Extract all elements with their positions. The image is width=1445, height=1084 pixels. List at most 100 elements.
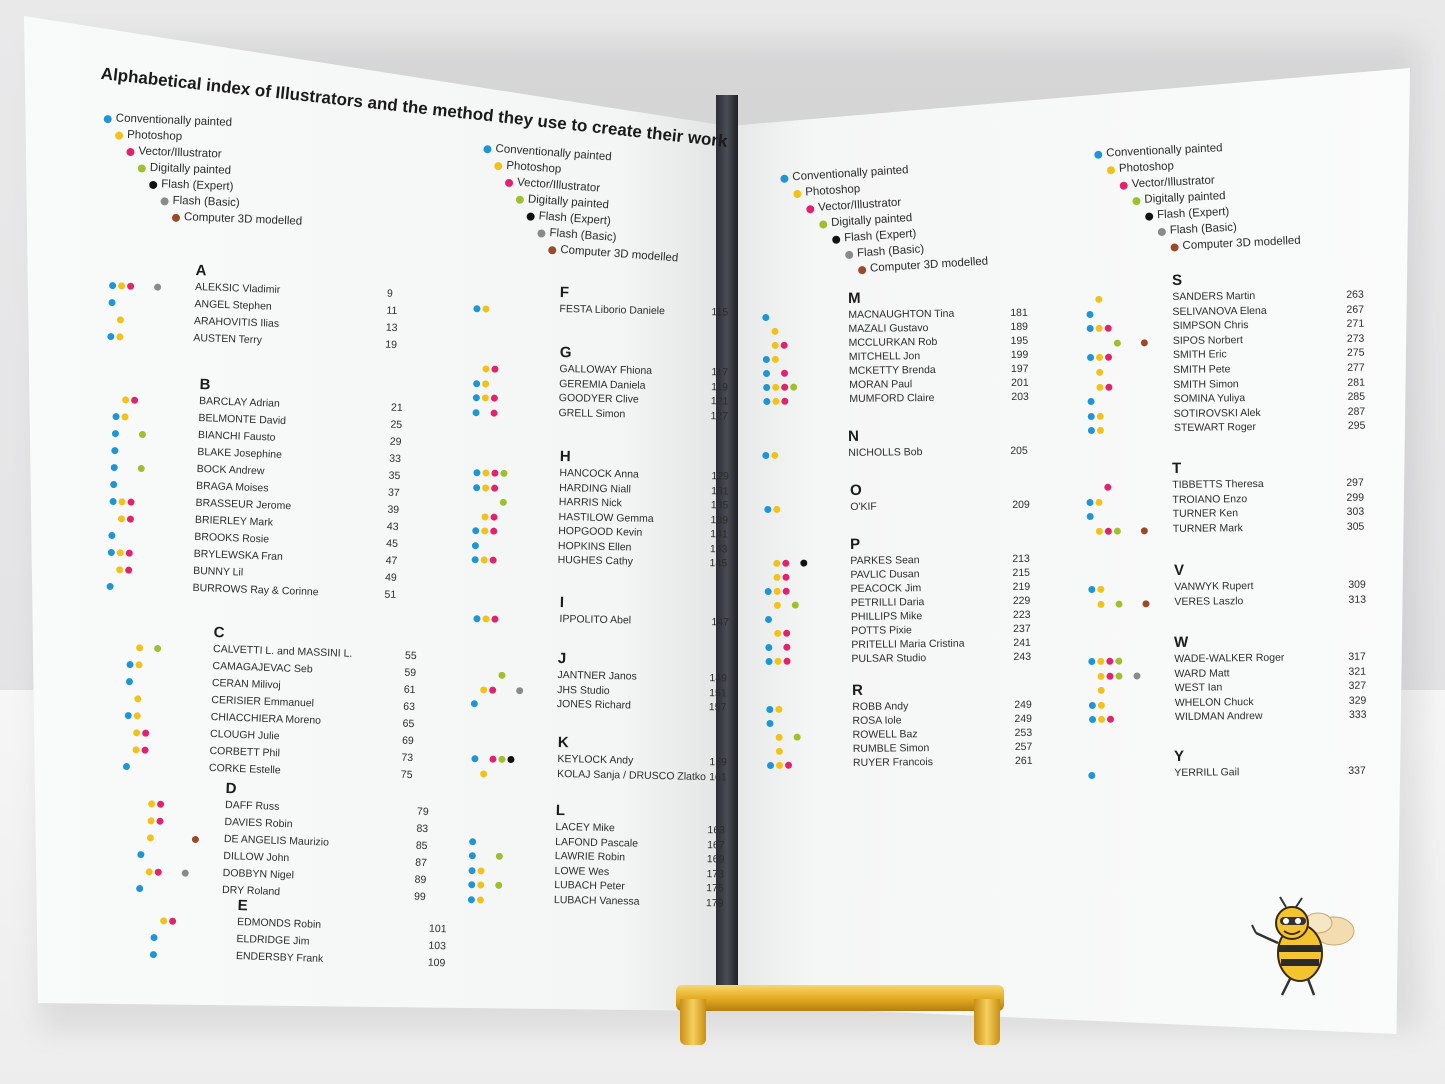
legend-dot-icon: [1094, 150, 1103, 159]
index-entry: CAMAGAJEVAC Seb 59: [126, 660, 416, 679]
page-number: 49: [384, 571, 397, 584]
method-dots: [1088, 701, 1169, 710]
index-entry: BLAKE Josephine 33: [111, 446, 401, 465]
method-dots: [1087, 397, 1168, 406]
page-number: 163: [707, 824, 726, 837]
method-dots: [468, 881, 548, 891]
method-dots: [1087, 383, 1167, 392]
method-dot-icon: [495, 852, 503, 860]
index-entry: FESTA Liborio Daniele 115: [473, 303, 728, 319]
illustrator-name: PEACOCK Jim: [850, 582, 922, 595]
method-dot-icon: [142, 729, 150, 737]
index-entry: BELMONTE David 25: [112, 412, 402, 431]
illustrator-name: RUYER Francois: [852, 756, 933, 769]
section-letter: N: [848, 427, 860, 445]
index-entry: PEACOCK Jim 219: [764, 581, 1030, 597]
illustrator-name: LUBACH Peter: [554, 878, 625, 893]
legend-dot-icon: [493, 161, 503, 171]
method-dot-icon: [1113, 339, 1121, 347]
illustrator-name: DRY Roland: [221, 883, 281, 898]
section-letter: S: [1172, 271, 1183, 289]
page-number: 159: [709, 756, 728, 769]
page-number: 129: [711, 470, 730, 483]
page-number: 9: [386, 287, 394, 300]
illustrator-name: IPPOLITO Abel: [559, 612, 632, 627]
illustrator-name: LOWE Wes: [554, 864, 610, 878]
method-dots: [1089, 686, 1169, 695]
page-number: 201: [1011, 376, 1029, 390]
index-entry: CERAN Milivoj 61: [125, 677, 416, 696]
index-section-y: Y YERRILL Gail 337: [1088, 748, 1366, 782]
method-dots: [765, 629, 845, 638]
section-letter: C: [213, 624, 225, 642]
index-entry: ARAHOVITIS Ilias 13: [116, 315, 398, 334]
index-entry: KOLAJ Sanja / DRUSCO Zlatko 161: [480, 767, 727, 783]
section-letter: G: [559, 344, 572, 362]
page-number: 313: [1348, 593, 1367, 606]
legend-dot-icon: [844, 250, 854, 260]
page-number: 21: [390, 401, 403, 415]
method-dot-icon: [764, 587, 772, 596]
method-dot-icon: [499, 498, 507, 506]
method-dots: [1086, 512, 1167, 521]
method-dot-icon: [124, 711, 132, 720]
legend-item: Flash (Expert): [832, 228, 917, 248]
method-dot-icon: [118, 498, 126, 506]
index-entry: SOMINA Yuliya 285: [1087, 391, 1365, 408]
legend-item: Conventionally painted: [103, 112, 232, 131]
illustrator-name: TIBBETTS Theresa: [1172, 477, 1264, 491]
method-dot-icon: [1106, 716, 1115, 724]
method-dot-icon: [782, 573, 790, 581]
method-dot-icon: [156, 817, 164, 825]
method-dot-icon: [771, 355, 779, 363]
index-entry: HUGHES Cathy 145: [471, 554, 727, 570]
index-entry: SMITH Eric 275: [1087, 347, 1365, 364]
legend-dot-icon: [1132, 196, 1141, 206]
illustrator-name: JHS Studio: [557, 683, 610, 697]
page-number: 249: [1014, 698, 1032, 712]
method-dot-icon: [477, 866, 485, 875]
legend-item: Vector/Illustrator: [504, 176, 600, 195]
method-dots: [472, 408, 552, 419]
legend-dot-icon: [1144, 212, 1154, 221]
method-dots: [473, 469, 553, 479]
legend-dot-icon: [806, 204, 815, 214]
index-entry: DE ANGELIS Maurizio 85: [146, 833, 428, 852]
method-dot-icon: [774, 657, 782, 665]
page-number: 109: [427, 956, 446, 970]
illustrator-name: JANTNER Janos: [557, 668, 637, 683]
method-dot-icon: [480, 769, 488, 778]
method-dots: [468, 866, 548, 877]
method-dot-icon: [780, 369, 789, 377]
method-dot-icon: [109, 281, 117, 290]
index-entry: BIANCHI Fausto 29: [111, 429, 402, 448]
illustrator-name: SMITH Pete: [1173, 363, 1231, 376]
index-section-t: T TIBBETTS Theresa 297 TROIANO Enzo 299 TURNE…: [1086, 460, 1364, 537]
method-dot-icon: [471, 541, 480, 549]
legend-label: Flash (Expert): [161, 178, 234, 194]
illustrator-name: BOCK Andrew: [196, 462, 265, 478]
section-letter: F: [559, 284, 570, 302]
page-number: 85: [415, 839, 428, 853]
illustrator-name: CERAN Milivoj: [211, 676, 281, 692]
method-dot-icon: [117, 282, 126, 290]
index-entry: DOBBYN Nigel 89: [145, 867, 427, 886]
method-dot-icon: [110, 480, 118, 489]
method-dot-icon: [112, 412, 120, 421]
method-dot-icon: [137, 464, 145, 473]
method-dot-icon: [1115, 672, 1123, 680]
page-number: 243: [1013, 650, 1032, 664]
page-number: 285: [1347, 390, 1366, 404]
index-section-j: J JANTNER Janos 149 JHS Studio 151 JONES Rich…: [470, 650, 727, 714]
method-dot-icon: [482, 379, 490, 388]
method-dots: [763, 383, 843, 392]
illustrator-name: YERRILL Gail: [1174, 766, 1240, 779]
illustrator-name: HARRIS Nick: [558, 495, 622, 510]
method-dot-icon: [1097, 600, 1105, 608]
method-dot-icon: [473, 615, 481, 623]
method-dots: [1087, 412, 1168, 421]
page-number: 295: [1347, 419, 1366, 433]
page-number: 309: [1348, 578, 1366, 591]
method-dot-icon: [127, 498, 135, 506]
illustrator-name: PRITELLI Maria Cristina: [851, 637, 965, 651]
